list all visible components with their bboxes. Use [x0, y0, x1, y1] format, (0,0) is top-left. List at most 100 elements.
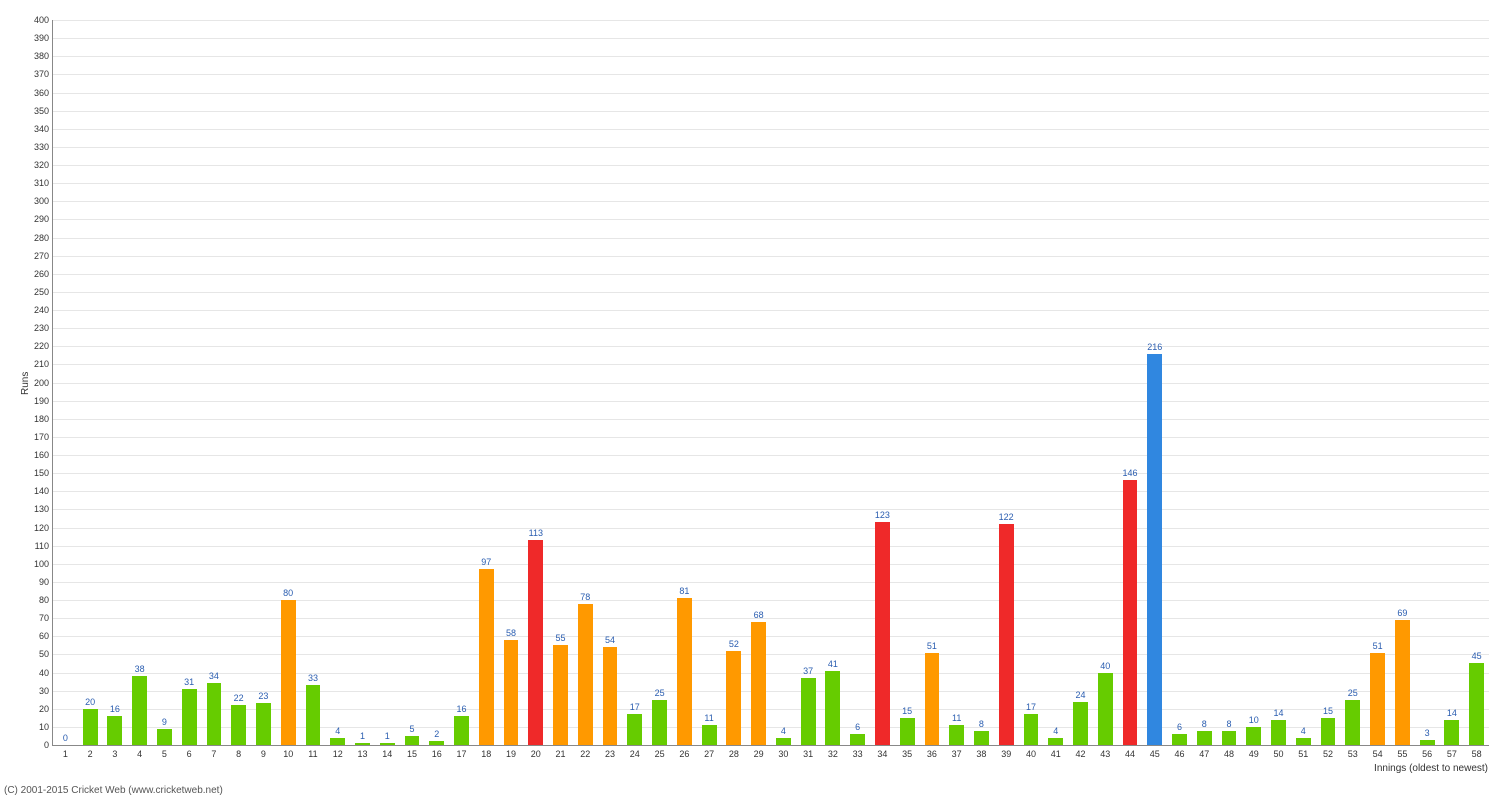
bar: 4 — [1296, 738, 1311, 745]
bar-value-label: 2 — [434, 729, 439, 741]
y-tick-label: 50 — [39, 649, 53, 659]
bar-value-label: 37 — [803, 666, 813, 678]
y-tick-label: 370 — [34, 69, 53, 79]
gridline — [53, 546, 1489, 547]
x-tick-label: 36 — [927, 745, 937, 759]
x-tick-label: 48 — [1224, 745, 1234, 759]
x-tick-label: 31 — [803, 745, 813, 759]
x-tick-label: 4 — [137, 745, 142, 759]
x-tick-label: 29 — [754, 745, 764, 759]
y-tick-label: 200 — [34, 378, 53, 388]
x-tick-label: 44 — [1125, 745, 1135, 759]
bar-value-label: 40 — [1100, 661, 1110, 673]
x-tick-label: 54 — [1373, 745, 1383, 759]
y-tick-label: 220 — [34, 341, 53, 351]
bar: 31 — [182, 689, 197, 745]
x-tick-label: 46 — [1175, 745, 1185, 759]
y-tick-label: 10 — [39, 722, 53, 732]
bar-value-label: 122 — [999, 512, 1014, 524]
gridline — [53, 618, 1489, 619]
y-tick-label: 400 — [34, 15, 53, 25]
bar: 4 — [330, 738, 345, 745]
bar-value-label: 216 — [1147, 342, 1162, 354]
x-tick-label: 21 — [556, 745, 566, 759]
bar-value-label: 4 — [1053, 726, 1058, 738]
bar-value-label: 15 — [1323, 706, 1333, 718]
bar-value-label: 10 — [1249, 715, 1259, 727]
bar-value-label: 146 — [1122, 468, 1137, 480]
gridline — [53, 274, 1489, 275]
bar-value-label: 17 — [1026, 702, 1036, 714]
y-tick-label: 330 — [34, 142, 53, 152]
bar-value-label: 17 — [630, 702, 640, 714]
bar: 68 — [751, 622, 766, 745]
bar: 16 — [107, 716, 122, 745]
x-tick-label: 20 — [531, 745, 541, 759]
x-tick-label: 37 — [952, 745, 962, 759]
gridline — [53, 491, 1489, 492]
x-tick-label: 11 — [308, 745, 317, 759]
gridline — [53, 183, 1489, 184]
gridline — [53, 636, 1489, 637]
bar: 14 — [1444, 720, 1459, 745]
gridline — [53, 93, 1489, 94]
y-tick-label: 290 — [34, 214, 53, 224]
gridline — [53, 600, 1489, 601]
gridline — [53, 364, 1489, 365]
gridline — [53, 165, 1489, 166]
bar: 54 — [603, 647, 618, 745]
gridline — [53, 564, 1489, 565]
bar: 123 — [875, 522, 890, 745]
gridline — [53, 129, 1489, 130]
gridline — [53, 56, 1489, 57]
bar-value-label: 5 — [409, 724, 414, 736]
x-tick-label: 35 — [902, 745, 912, 759]
bar-value-label: 16 — [456, 704, 466, 716]
bar: 8 — [1197, 731, 1212, 746]
y-tick-label: 70 — [39, 613, 53, 623]
y-tick-label: 110 — [35, 541, 53, 551]
x-tick-label: 24 — [630, 745, 640, 759]
x-tick-label: 2 — [88, 745, 93, 759]
gridline — [53, 473, 1489, 474]
bar: 97 — [479, 569, 494, 745]
bar-value-label: 9 — [162, 717, 167, 729]
bar-value-label: 51 — [1373, 641, 1383, 653]
bar: 25 — [652, 700, 667, 745]
y-tick-label: 160 — [34, 450, 53, 460]
y-tick-label: 0 — [44, 740, 53, 750]
bar: 25 — [1345, 700, 1360, 745]
x-tick-label: 6 — [187, 745, 192, 759]
bar-value-label: 24 — [1075, 690, 1085, 702]
y-tick-label: 170 — [34, 432, 53, 442]
y-tick-label: 60 — [39, 631, 53, 641]
gridline — [53, 509, 1489, 510]
y-tick-label: 20 — [39, 704, 53, 714]
bar-value-label: 52 — [729, 639, 739, 651]
x-tick-label: 42 — [1075, 745, 1085, 759]
gridline — [53, 455, 1489, 456]
bar: 81 — [677, 598, 692, 745]
bar-value-label: 34 — [209, 671, 219, 683]
bar-value-label: 58 — [506, 628, 516, 640]
bar: 17 — [627, 714, 642, 745]
y-tick-label: 390 — [34, 33, 53, 43]
bar-value-label: 51 — [927, 641, 937, 653]
x-tick-label: 49 — [1249, 745, 1259, 759]
bar: 17 — [1024, 714, 1039, 745]
bar-value-label: 80 — [283, 588, 293, 600]
bar-value-label: 45 — [1472, 651, 1482, 663]
bar-value-label: 8 — [1227, 719, 1232, 731]
y-tick-label: 40 — [39, 668, 53, 678]
bar-value-label: 23 — [258, 691, 268, 703]
bar-value-label: 11 — [704, 713, 713, 725]
bar-value-label: 41 — [828, 659, 838, 671]
bar: 20 — [83, 709, 98, 745]
x-tick-label: 32 — [828, 745, 838, 759]
bar-value-label: 33 — [308, 673, 318, 685]
bar-value-label: 20 — [85, 697, 95, 709]
bar: 9 — [157, 729, 172, 745]
bar-value-label: 8 — [1202, 719, 1207, 731]
bar: 37 — [801, 678, 816, 745]
bar: 22 — [231, 705, 246, 745]
